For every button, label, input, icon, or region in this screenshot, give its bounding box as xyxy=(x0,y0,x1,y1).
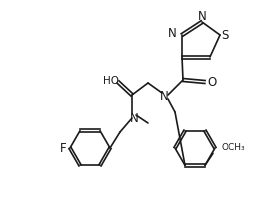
Text: HO: HO xyxy=(103,76,119,86)
Text: N: N xyxy=(198,9,206,22)
Text: O: O xyxy=(207,76,217,89)
Text: N: N xyxy=(168,27,176,40)
Text: OCH₃: OCH₃ xyxy=(222,143,246,152)
Text: F: F xyxy=(60,141,66,155)
Text: S: S xyxy=(221,28,229,42)
Text: N: N xyxy=(160,89,168,103)
Text: N: N xyxy=(130,111,138,125)
